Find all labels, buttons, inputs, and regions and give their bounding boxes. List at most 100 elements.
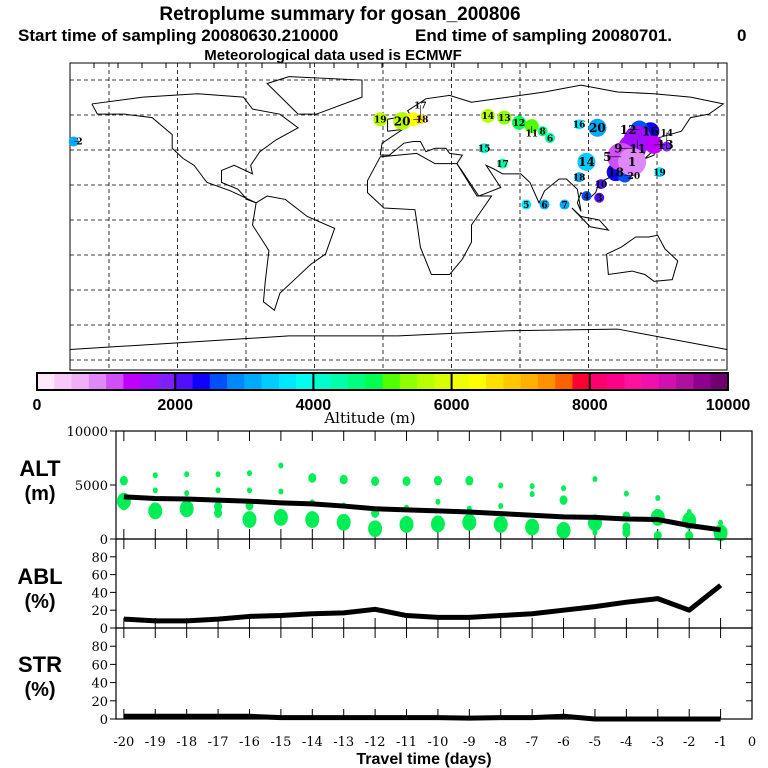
colorbar-segment [37,373,55,390]
colorbar-segment [658,373,677,390]
colorbar-segment [261,373,280,390]
map-cluster-marker [393,111,412,130]
y-tick-label: 20 [91,695,108,710]
map-cluster-label: 17 [414,102,427,112]
x-tick-label: -8 [494,735,507,750]
cluster-dot [246,487,252,494]
title-end-time: End time of sampling 20080701. [415,26,672,45]
cluster-dot [559,495,568,505]
map-cluster-label: 9 [614,142,622,156]
map-cluster-label: 16 [642,125,659,139]
map-cluster-marker [596,179,607,190]
colorbar-segment [676,373,694,390]
y-tick-label: 80 [91,551,108,566]
x-tick-label: -10 [427,735,448,750]
map-cluster-label: 15 [478,145,491,155]
map-coastline [91,93,300,204]
x-tick-label: -15 [270,735,291,750]
cluster-dot [246,470,252,477]
str-panel: 0 20 40 60 80 [91,627,753,728]
map-cluster-label: 14 [578,155,595,169]
map-cluster-label: 20 [394,114,411,128]
map-cluster-label: 2 [76,138,82,148]
map-cluster-label: 17 [496,160,509,170]
cluster-dot [119,500,128,511]
colorbar-segment [417,373,435,390]
colorbar-segment [278,373,297,390]
colorbar-tick-label: 6000 [434,397,470,414]
map-frame [69,62,728,371]
y-tick-label: 0 [100,533,108,548]
cluster-dot [152,487,158,494]
cluster-dot [465,475,474,486]
x-tick-label: -9 [463,735,476,750]
map-cluster-marker [479,143,490,154]
cluster-dot [273,509,288,526]
x-tick-label: -11 [396,735,417,750]
map-cluster-label: 13 [498,114,511,124]
cluster-dot [653,530,662,541]
colorbar-segment [330,373,349,390]
colorbar-segment [209,373,228,390]
cluster-dot [623,490,629,497]
abl-panel-unit: (%) [24,591,55,613]
x-tick-label: -13 [333,735,354,750]
y-tick-label: 40 [91,677,108,692]
map-cluster-label: 8 [540,127,546,137]
map-cluster-marker [618,147,647,176]
colorbar-segment [296,373,314,390]
x-tick-label: -14 [302,735,323,750]
colorbar-segment [227,373,245,390]
colorbar-tick-label: 10000 [706,397,751,414]
cluster-dot [655,494,661,501]
map-cluster-label: 11 [629,142,646,156]
cluster-dot [685,530,694,541]
x-tick-label: -18 [176,735,197,750]
colorbar-segment [106,373,124,390]
colorbar-tick-label: 8000 [572,397,608,414]
map-cluster-marker [588,118,607,137]
colorbar-segment [710,373,729,390]
colorbar-segment [54,373,73,390]
x-tick-label: -17 [208,735,229,750]
y-tick-label: 80 [91,640,108,655]
colorbar-segment [589,373,608,390]
map-cluster-marker [654,167,665,178]
map-coastline [366,152,493,275]
map-cluster-label: 19 [374,116,387,126]
cluster-dot [556,521,571,539]
cluster-dot [184,490,190,497]
map-coastline [251,195,336,312]
cluster-dot [622,527,631,538]
map-cluster-marker [511,115,526,130]
x-tick-label: -7 [526,735,539,750]
cluster-dot [179,500,194,518]
map-cluster-marker [539,199,550,210]
x-tick-label: -20 [113,735,134,750]
map-cluster-marker [574,172,585,183]
map-cluster-marker [594,192,605,203]
title-met-data: Meteorological data used is ECMWF [204,47,462,64]
y-tick-label: 60 [91,658,108,673]
mean-line [123,494,721,533]
x-tick-label: -12 [365,735,386,750]
map-cluster-label: 6 [547,134,553,144]
y-tick-label: 10000 [67,425,108,440]
map-cluster-label: 12 [620,123,637,137]
colorbar-segment [693,373,712,390]
x-axis-title: Travel time (days) [356,751,491,768]
colorbar-segment [399,373,418,390]
map-cluster-label: 14 [661,129,674,139]
map-cluster-label: 5 [603,150,611,164]
colorbar-segment [192,373,211,390]
colorbar-segment [468,373,487,390]
colorbar-segment [313,373,332,390]
cluster-dot [561,485,567,492]
map-cluster-label: 20 [628,172,641,182]
cluster-dot [242,511,257,528]
map-cluster-label: 16 [573,121,586,131]
x-tick-label: -4 [620,735,633,750]
map-cluster-label: 3 [596,194,602,204]
